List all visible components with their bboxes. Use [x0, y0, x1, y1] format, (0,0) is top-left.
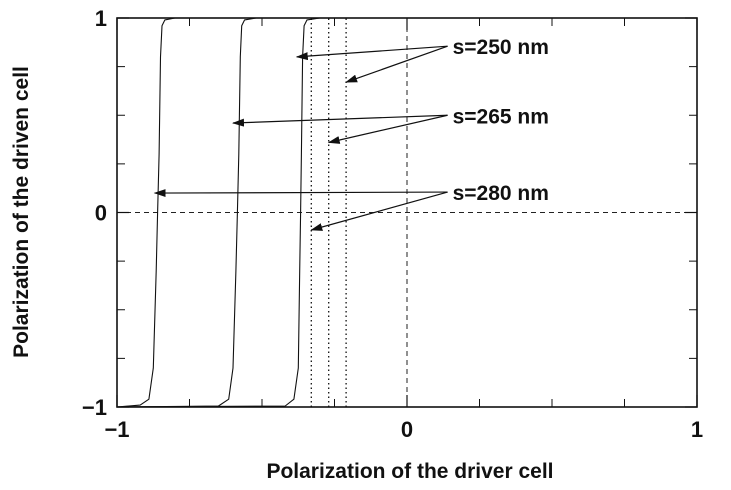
annotation-arrow: [295, 45, 448, 61]
annotation-arrow: [327, 114, 448, 144]
series-line-solid-s-265-nm: [116, 17, 697, 408]
annotation-arrow: [153, 189, 448, 198]
series-line-solid-s-280-nm: [116, 17, 697, 408]
y-tick-label: −1: [82, 395, 107, 420]
annotation-arrow: [345, 45, 448, 83]
annotation-label-s-280-nm: s=280 nm: [453, 182, 549, 205]
y-tick-label: 1: [95, 6, 107, 31]
annotation-label-s-265-nm: s=265 nm: [453, 105, 549, 128]
annotation-arrow: [232, 114, 448, 127]
x-tick-label: 1: [691, 417, 703, 442]
x-axis-title: Polarization of the driver cell: [266, 460, 553, 483]
x-tick-label: −1: [104, 417, 129, 442]
y-axis-title: Polarization of the driven cell: [10, 66, 33, 358]
annotations: s=250 nm s=265 nm s=280 nm: [153, 36, 549, 231]
x-tick-label: 0: [401, 417, 413, 442]
y-tick-label: 0: [95, 201, 107, 226]
series-line-solid-s-250-nm: [116, 17, 697, 408]
annotation-label-s-250-nm: s=250 nm: [453, 36, 549, 59]
series-group: [116, 17, 697, 408]
annotation-arrow: [310, 191, 448, 231]
ticks: −1 0 1 −1 0 1: [82, 6, 703, 442]
reference-lines: [117, 18, 697, 407]
